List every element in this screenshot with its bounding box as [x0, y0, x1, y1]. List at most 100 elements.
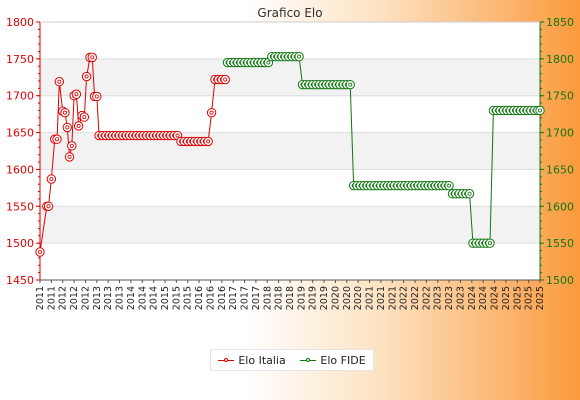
x-tick-label: 2016 [205, 286, 216, 310]
x-tick-label: 2014 [126, 286, 137, 310]
x-tick-label: 2020 [353, 286, 364, 310]
data-point-inner [175, 133, 180, 138]
data-point-inner [467, 191, 472, 196]
data-point-inner [57, 79, 62, 84]
axes [39, 21, 541, 281]
data-point [92, 91, 102, 102]
x-tick-label: 2019 [319, 286, 330, 310]
left-tick-label: 1500 [6, 237, 34, 250]
data-point [54, 77, 65, 87]
left-tick-label: 1800 [6, 16, 34, 29]
right-tick-label: 1500 [546, 274, 574, 287]
plot-band [40, 58, 540, 96]
data-point [464, 189, 475, 199]
x-tick-label: 2016 [217, 286, 228, 310]
x-tick-label: 2025 [524, 286, 535, 310]
data-point-inner [90, 55, 95, 60]
data-point-inner [538, 108, 543, 113]
x-tick-label: 2013 [103, 286, 114, 310]
x-tick-label: 2025 [512, 286, 523, 310]
data-point [73, 121, 84, 131]
data-point-inner [297, 54, 302, 59]
data-point-inner [84, 74, 89, 79]
x-tick-label: 2017 [251, 286, 262, 310]
x-tick-label: 2021 [376, 286, 387, 310]
data-point-inner [487, 241, 492, 246]
legend-label-italia: Elo Italia [238, 353, 286, 367]
data-point-inner [55, 137, 60, 142]
left-y-axis: 1450 1500 1550 1600 1650 1700 1750 1800 [6, 16, 40, 287]
x-tick-label: 2021 [387, 286, 398, 310]
x-tick-label: 2017 [240, 286, 251, 310]
data-point [444, 180, 454, 191]
data-point [220, 74, 230, 85]
right-y-axis: 1500 1550 1600 1650 1700 1750 1800 1850 [540, 16, 574, 287]
x-tick-label: 2024 [467, 286, 478, 310]
legend-swatch-fide-icon [300, 356, 317, 364]
x-tick-label: 2024 [478, 286, 489, 310]
right-tick-label: 1600 [546, 200, 574, 213]
data-point-inner [46, 204, 51, 209]
data-point-inner [94, 94, 99, 99]
data-point [535, 105, 545, 116]
right-tick-label: 1800 [546, 53, 574, 66]
data-point [46, 174, 57, 184]
data-point [294, 51, 304, 62]
data-point-inner [206, 139, 211, 144]
series-elo-italia [35, 52, 230, 257]
legend-item-elo-fide[interactable]: Elo FIDE [300, 353, 366, 367]
x-tick-label: 2022 [399, 286, 410, 310]
legend: Elo Italia Elo FIDE [210, 349, 374, 371]
series-layer [35, 51, 545, 257]
x-tick-label: 2015 [171, 286, 182, 310]
data-point-inner [74, 92, 79, 97]
x-tick-label: 2015 [183, 286, 194, 310]
data-point-inner [63, 110, 68, 115]
chart-title: Grafico Elo [257, 6, 322, 20]
x-tick-label: 2011 [46, 286, 57, 310]
data-point [35, 247, 45, 257]
x-tick-label: 2020 [342, 286, 353, 310]
x-tick-label: 2016 [194, 286, 205, 310]
x-tick-label: 2014 [149, 286, 160, 310]
x-tick-label: 2018 [262, 286, 273, 310]
data-point-inner [76, 123, 81, 128]
data-point [71, 89, 82, 99]
x-tick-label: 2019 [296, 286, 307, 310]
data-point [79, 112, 90, 122]
series-elo-fide [222, 51, 545, 248]
x-tick-label: 2012 [58, 286, 69, 310]
data-point-inner [69, 143, 74, 148]
data-point-inner [82, 115, 87, 120]
x-axis: 2011 2011 2012 2012 2012 2013 2013 2013 2014 2014… [35, 280, 546, 310]
left-tick-label: 1450 [6, 274, 34, 287]
data-point [345, 79, 355, 90]
data-point-inner [49, 177, 54, 182]
data-point [87, 52, 97, 63]
x-tick-label: 2019 [308, 286, 319, 310]
x-tick-label: 2024 [490, 286, 501, 310]
left-tick-label: 1700 [6, 90, 34, 103]
data-point-inner [348, 82, 353, 87]
legend-item-elo-italia[interactable]: Elo Italia [218, 353, 286, 367]
data-point-inner [67, 154, 72, 159]
data-point-inner [447, 183, 452, 188]
x-tick-label: 2018 [274, 286, 285, 310]
data-point [52, 134, 62, 144]
x-tick-label: 2020 [330, 286, 341, 310]
legend-label-fide: Elo FIDE [320, 353, 366, 367]
x-tick-label: 2025 [501, 286, 512, 310]
x-tick-label: 2017 [228, 286, 239, 310]
data-point [60, 107, 70, 118]
data-point [62, 122, 72, 133]
x-tick-label: 2011 [35, 286, 46, 310]
right-tick-label: 1700 [546, 127, 574, 140]
left-tick-label: 1550 [6, 200, 34, 213]
data-point [203, 136, 213, 147]
x-tick-label: 2022 [410, 286, 421, 310]
data-point [64, 152, 75, 162]
x-tick-label: 2012 [69, 286, 80, 310]
x-tick-label: 2015 [160, 286, 171, 310]
